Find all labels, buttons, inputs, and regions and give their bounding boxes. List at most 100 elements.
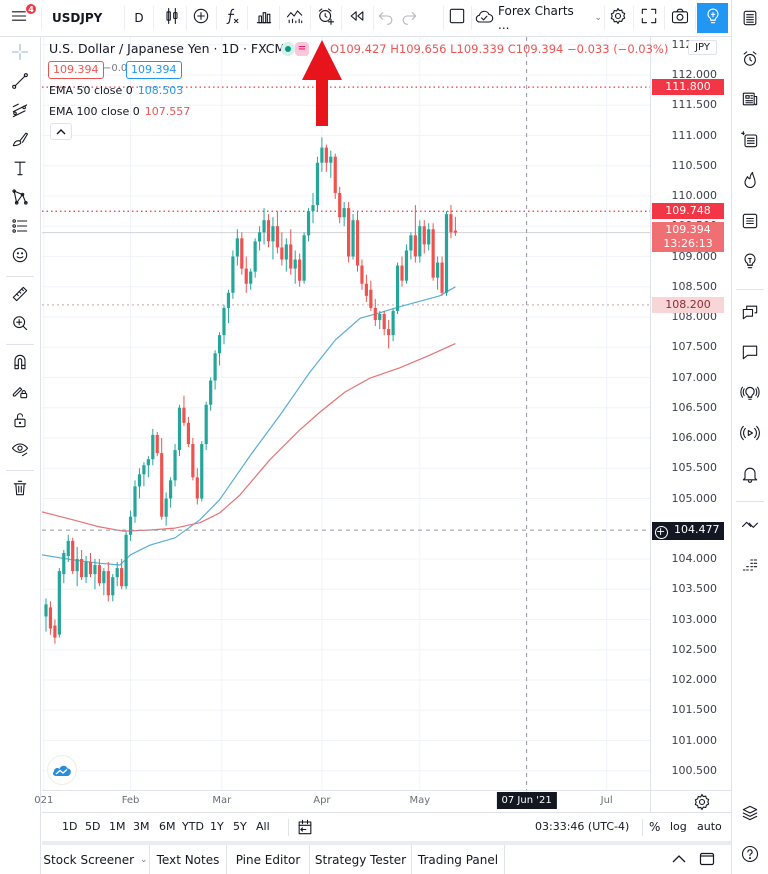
notifications-bell-button[interactable] xyxy=(732,456,768,497)
range-5y-button[interactable]: 5Y xyxy=(233,820,247,833)
brush-tool[interactable] xyxy=(0,126,40,155)
price-tick-label: 106.500 xyxy=(671,400,718,414)
chart-settings-button[interactable] xyxy=(692,792,712,816)
candles[interactable] xyxy=(44,137,457,644)
add-alert-button[interactable] xyxy=(312,3,340,33)
layout-menu-button[interactable]: Forex Charts ... ⌄ xyxy=(474,3,602,33)
fullscreen-button[interactable] xyxy=(635,3,663,33)
tab-stock-screener[interactable]: Stock Screener ⌄ xyxy=(42,845,150,874)
hotlists-flame-button[interactable] xyxy=(732,162,768,203)
tab-strategy-tester[interactable]: Strategy Tester xyxy=(310,845,412,874)
trash-tool[interactable] xyxy=(0,475,40,504)
snapshot-camera-button[interactable] xyxy=(666,3,694,33)
ema50-legend[interactable]: EMA 50 close 0 108.503 xyxy=(49,84,183,97)
tab-trading-panel[interactable]: Trading Panel xyxy=(412,845,505,874)
zoom-in-tool[interactable] xyxy=(0,310,40,339)
range-3m-button[interactable]: 3M xyxy=(133,820,150,833)
tradingview-logo[interactable] xyxy=(48,756,76,784)
chat-button[interactable] xyxy=(732,334,768,375)
auto-scale-toggle[interactable]: auto xyxy=(697,820,722,833)
main-menu-button[interactable] xyxy=(4,3,34,33)
log-scale-toggle[interactable]: log xyxy=(670,820,687,833)
zoom-in-icon xyxy=(10,313,30,337)
lock-drawings-pencil-tool[interactable] xyxy=(0,378,40,407)
data-window-button[interactable] xyxy=(732,122,768,163)
symbol-title[interactable]: U.S. Dollar / Japanese Yen · 1D · FXCM xyxy=(49,41,286,56)
ruler-measure-tool[interactable] xyxy=(0,281,40,310)
interval-button[interactable]: D xyxy=(134,11,144,25)
range-all-button[interactable]: All xyxy=(256,820,270,833)
financials-bars-button[interactable] xyxy=(250,3,278,33)
magnet-tool[interactable] xyxy=(0,349,40,378)
crosshair-tool[interactable] xyxy=(0,39,40,68)
data-problem-badge[interactable]: = xyxy=(295,42,309,56)
trend-line-icon xyxy=(10,71,30,95)
range-1d-button[interactable]: 1D xyxy=(62,820,78,833)
watchlist-button[interactable] xyxy=(732,0,768,41)
ema50-line[interactable] xyxy=(42,286,456,566)
eye-hide-tool[interactable] xyxy=(0,436,40,465)
legend-collapse-button[interactable] xyxy=(50,123,72,140)
ema100-legend[interactable]: EMA 100 close 0 107.557 xyxy=(49,105,190,118)
price-axis[interactable]: 100.500 101.000 101.500 102.000 102.500 103.0… xyxy=(650,37,731,790)
ideas-bulb-button[interactable] xyxy=(732,243,768,284)
price-tick-label: 108.000 xyxy=(671,310,718,323)
xabcd-pattern-tool[interactable] xyxy=(0,184,40,213)
unlock-tool[interactable] xyxy=(0,407,40,436)
emoji-tool[interactable] xyxy=(0,242,40,271)
candlestick-chart[interactable] xyxy=(42,37,650,790)
add-plus-icon[interactable]: + xyxy=(655,526,668,540)
chats-button[interactable] xyxy=(732,294,768,335)
percent-scale-toggle[interactable]: % xyxy=(649,820,661,834)
tab-text-notes[interactable]: Text Notes xyxy=(150,845,227,874)
crosshair-price-label: +104.477 xyxy=(652,522,724,541)
price-tick-label: 110.000 xyxy=(671,189,718,202)
go-to-date-button[interactable] xyxy=(295,817,315,841)
range-5d-button[interactable]: 5D xyxy=(85,820,101,833)
ideas-publish-button[interactable] xyxy=(697,3,728,33)
bar-replay-button[interactable] xyxy=(343,3,371,33)
settings-gear-button[interactable] xyxy=(604,3,632,33)
buy-price-button[interactable]: 109.394 xyxy=(126,61,182,79)
news-icon xyxy=(740,89,760,113)
streams-broadcast-button[interactable] xyxy=(732,415,768,456)
long-position-tool[interactable] xyxy=(0,213,40,242)
lock-drawings-pencil-icon xyxy=(10,381,30,405)
time-tick-label: Apr xyxy=(313,795,331,806)
minds-chevrons-button[interactable] xyxy=(732,506,768,547)
text-tool[interactable] xyxy=(0,155,40,184)
compare-plus-button[interactable] xyxy=(187,3,215,33)
calendar-button[interactable] xyxy=(732,203,768,244)
collapse-panel-button[interactable] xyxy=(670,850,688,872)
range-1m-button[interactable]: 1M xyxy=(109,820,126,833)
indicators-fx-button[interactable] xyxy=(218,3,246,33)
range-ytd-button[interactable]: YTD xyxy=(182,820,204,833)
fib-retracement-tool[interactable] xyxy=(0,97,40,126)
maximize-panel-button[interactable] xyxy=(698,850,716,872)
xabcd-pattern-icon xyxy=(10,187,30,211)
tab-label: Strategy Tester xyxy=(314,852,407,867)
symbol-search-button[interactable]: USDJPY xyxy=(52,11,103,25)
ema100-line[interactable] xyxy=(42,343,456,532)
news-button[interactable] xyxy=(732,81,768,122)
dom-grid-button[interactable] xyxy=(732,547,768,588)
help-button[interactable] xyxy=(732,836,768,874)
right-sidebar xyxy=(731,0,768,874)
tab-pine-editor[interactable]: Pine Editor xyxy=(227,845,310,874)
range-1y-button[interactable]: 1Y xyxy=(210,820,224,833)
layers-button[interactable] xyxy=(732,795,768,836)
time-axis[interactable]: 07 Jun '21 021 Feb Mar Apr May Jul xyxy=(34,790,731,813)
chart-type-candles-button[interactable] xyxy=(158,3,186,33)
ideas-stream-button[interactable] xyxy=(732,375,768,416)
trend-line-tool[interactable] xyxy=(0,68,40,97)
chart-pane[interactable] xyxy=(42,37,650,790)
ema50-label: EMA 50 close 0 xyxy=(49,84,133,97)
alerts-clock-icon xyxy=(740,49,760,73)
timezone-clock[interactable]: 03:33:46 (UTC-4) xyxy=(535,820,630,833)
select-layout-square-button[interactable] xyxy=(443,3,471,33)
alerts-clock-button[interactable] xyxy=(732,41,768,82)
currency-badge[interactable]: JPY xyxy=(688,40,717,55)
indicator-templates-button[interactable] xyxy=(281,3,309,33)
sell-price-button[interactable]: 109.394 xyxy=(48,61,104,79)
range-6m-button[interactable]: 6M xyxy=(159,820,176,833)
